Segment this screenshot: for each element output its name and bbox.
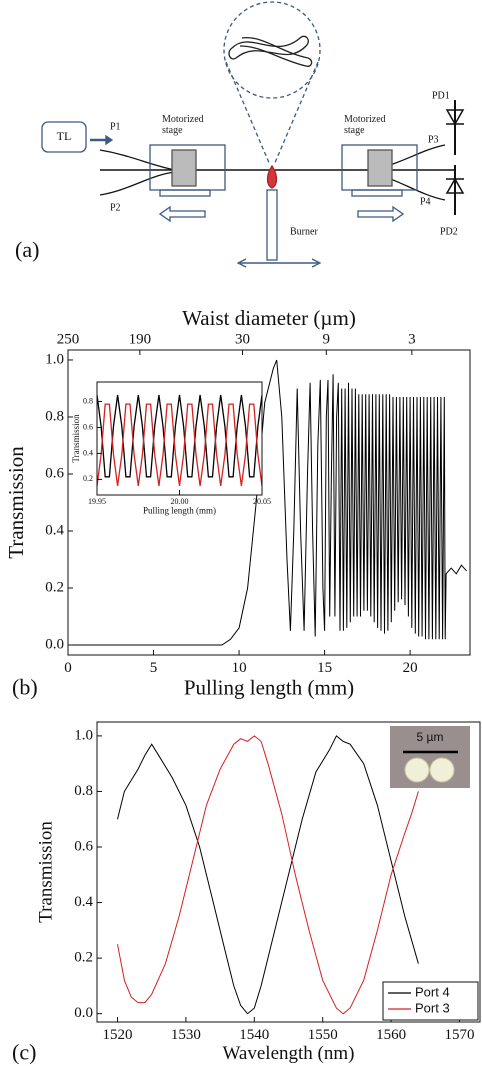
label: TL (57, 129, 72, 143)
label: P4 (420, 196, 431, 207)
scale-bar-label: 5 µm (417, 730, 444, 744)
x2-tick-label: 9 (323, 331, 331, 347)
micrograph (390, 726, 470, 788)
photo (390, 726, 470, 788)
x-axis-label: Wavelength (nm) (223, 1043, 355, 1064)
stage-base (159, 189, 211, 197)
zoom-line (273, 61, 319, 166)
y-axis-label: Transmission (71, 414, 81, 463)
series-line (117, 735, 419, 1015)
x-tick-label: 1520 (103, 1027, 133, 1043)
x2-tick-label: 30 (235, 331, 250, 347)
photodiode (445, 109, 465, 126)
y-tick-label: 0.8 (74, 783, 93, 799)
x-tick-label: 15 (317, 660, 332, 676)
x-tick-label: 0 (64, 660, 72, 676)
plot-frame (67, 349, 471, 656)
y-tick-label: 0.8 (83, 396, 93, 405)
series-line (68, 359, 467, 646)
flame (266, 164, 278, 189)
label: PD1 (432, 90, 450, 101)
y-tick-label: 0.2 (74, 950, 93, 966)
x2-tick-label: 250 (57, 331, 80, 347)
label: P3 (428, 134, 439, 145)
x-axis-label: Pulling length (mm) (184, 675, 354, 699)
stage-base (351, 189, 403, 197)
arrow-head (105, 134, 114, 146)
laser-box (41, 121, 87, 153)
fiber-p1 (99, 149, 176, 171)
label: P2 (110, 202, 121, 213)
label: PD2 (440, 226, 458, 237)
y-tick-label: 0.0 (45, 636, 64, 652)
series-line (117, 735, 419, 1015)
move-arrow (158, 205, 206, 223)
x-tick-label: 20 (403, 660, 418, 676)
y-tick-label: 0.2 (45, 579, 64, 595)
x-tick-label: 1560 (376, 1027, 406, 1043)
setup-diagram (41, 1, 465, 268)
x-tick-label: 5 (150, 660, 158, 676)
y-tick-label: 0.4 (74, 894, 93, 910)
label-box: Motorized stage (344, 114, 386, 136)
series-line (97, 403, 262, 486)
x-tick-label: 10 (232, 660, 247, 676)
panel-label: (a) (15, 237, 39, 262)
panel-label: (b) (12, 675, 38, 700)
fiber-p2 (99, 171, 176, 196)
x-tick-label: 19.95 (88, 497, 106, 506)
burner-arrow-heads (236, 258, 322, 268)
y-tick-label: 1.0 (74, 727, 93, 743)
x-tick-label: 1550 (308, 1027, 338, 1043)
x2-axis-label: Waist diameter (µm) (182, 306, 356, 330)
panel-label: (c) (12, 1040, 36, 1065)
label-box: Motorized stage (162, 114, 204, 136)
fiber-cross-section (429, 757, 455, 783)
label: Burner (290, 226, 318, 237)
y-tick-label: 0.8 (45, 408, 64, 424)
fiber-cross-section (404, 757, 430, 783)
x-tick-label: 1540 (239, 1027, 269, 1043)
x2-tick-label: 190 (129, 331, 152, 347)
zoom-line (225, 61, 271, 166)
x2-tick-label: 3 (408, 331, 416, 347)
twisted-fiber (239, 37, 313, 67)
x-tick-label: 20.05 (253, 497, 271, 506)
y-tick-label: 0.6 (45, 465, 64, 481)
photodiode (445, 177, 465, 194)
label: Motorized stage (162, 114, 204, 136)
y-axis-label: Transmission (4, 446, 28, 559)
x-tick-label: 20.00 (171, 497, 189, 506)
stage-block (367, 149, 393, 187)
burner (266, 189, 278, 261)
y-tick-label: 0.6 (74, 838, 93, 854)
inset-background (97, 382, 262, 495)
y-tick-label: 0.4 (83, 448, 93, 457)
legend-box (382, 981, 479, 1021)
y-tick-label: 0.2 (83, 474, 93, 483)
label: Motorized stage (344, 114, 386, 136)
stage-block (171, 149, 197, 187)
y-tick-label: 1.0 (45, 351, 64, 367)
twisted-fiber (228, 35, 309, 60)
y-axis-label: Transmission (35, 821, 56, 923)
zoom-circle (223, 1, 321, 99)
label: P1 (110, 121, 121, 132)
legend-label: Port 4 (415, 984, 450, 999)
plot-frame (96, 721, 481, 1023)
x-tick-label: 1570 (444, 1027, 474, 1043)
move-arrow (357, 205, 405, 223)
legend-label: Port 3 (415, 1000, 450, 1015)
y-tick-label: 0.6 (83, 422, 93, 431)
series-line (97, 394, 262, 478)
y-tick-label: 0.4 (45, 522, 64, 538)
x-tick-label: 1530 (171, 1027, 201, 1043)
x-axis-label: Pulling length (mm) (143, 505, 216, 515)
y-tick-label: 0.0 (74, 1005, 93, 1021)
